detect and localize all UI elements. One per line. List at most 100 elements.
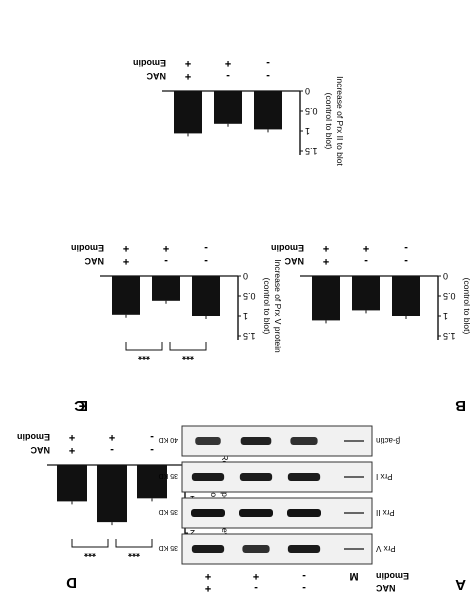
panel-d-ytick-label: 1.5	[443, 331, 456, 341]
panel-d-nac-sign: -	[404, 255, 408, 267]
panel-a-nac-sign: -	[110, 444, 114, 456]
panel-b-emodin-label: Emodin	[376, 571, 409, 581]
panel-c-ylabel-group: Increase of Prx V protein(control to blo…	[262, 259, 283, 353]
panel-b-gel-strip	[181, 497, 373, 529]
panel-a-ytick-label: 2	[190, 528, 195, 538]
panel-e-nac-label: NAC	[146, 71, 166, 81]
panel-c-ytick-label: 0	[243, 271, 248, 281]
panel-b-nac-sign: -	[254, 582, 258, 594]
panel-a-emodin-sign: -	[150, 431, 154, 443]
panel-b-band-mw: 35 KD	[159, 544, 178, 551]
panel-c-ytick-label: 1	[243, 311, 248, 321]
panel-d-letter: D	[66, 574, 77, 591]
panel-b-band	[191, 473, 225, 481]
panel-a-sig-label: ***	[128, 547, 140, 558]
panel-e-ytick-label: 0.5	[305, 106, 318, 116]
panel-d-ylabel-line2: (control to blot)	[462, 278, 472, 335]
panel-d-emodin-sign: +	[323, 242, 329, 254]
panel-c-ytick-label: 1.5	[243, 331, 256, 341]
panel-c-sig-label: ***	[182, 350, 194, 361]
panel-b-marker-band	[344, 548, 364, 550]
panel-e-emodin-sign: +	[185, 57, 191, 69]
panel-c-sig-bracket	[125, 342, 163, 351]
panel-a-bar	[137, 465, 167, 499]
panel-e-nac-sign: -	[266, 70, 270, 82]
panel-b-gel-strip	[181, 461, 373, 493]
panel-e-letter: E	[78, 397, 88, 414]
panel-c-ytick-label: 0.5	[243, 291, 256, 301]
panel-a-ytick-label: 0	[190, 460, 195, 470]
panel-e-ylabel-line2: (control to blot)	[324, 93, 334, 150]
panel-d-emodin-label: Emodin	[271, 243, 304, 253]
panel-b-band	[287, 509, 321, 517]
panel-c-bar	[192, 276, 220, 316]
panel-b-marker-band	[344, 476, 364, 478]
panel-d-nac-sign: -	[364, 255, 368, 267]
panel-a-ytick-label: 1	[190, 494, 195, 504]
panel-b-letter: B	[455, 397, 466, 414]
panel-c-emodin-label: Emodin	[71, 243, 104, 253]
panel-e-bar	[214, 91, 242, 124]
panel-d-ytick-label: 0.5	[443, 291, 456, 301]
panel-d-emodin-sign: -	[404, 242, 408, 254]
panel-a-sig-bracket	[115, 539, 153, 548]
panel-e-nac-sign: +	[185, 70, 191, 82]
panel-a-bar	[97, 465, 127, 523]
panel-e-emodin-label: Emodin	[133, 58, 166, 68]
panel-d-bar	[312, 276, 340, 321]
panel-a-nac-sign: +	[69, 444, 75, 456]
panel-d-bar	[352, 276, 380, 311]
panel-b-emodin-sign: +	[205, 570, 211, 582]
panel-b-nac-label: NAC	[376, 583, 396, 593]
panel-b-band-mw: 35 KD	[159, 508, 178, 515]
panel-b-band	[239, 473, 273, 481]
panel-b-band	[290, 437, 318, 445]
panel-c-bar	[112, 276, 140, 315]
panel-c-emodin-sign: +	[163, 242, 169, 254]
panel-b-band	[239, 509, 273, 517]
panel-b-nac-sign: -	[302, 582, 306, 594]
panel-a-ylabel-line2: (control to blot)	[209, 471, 219, 528]
panel-d-ytick-label: 0	[443, 271, 448, 281]
panel-a-nac-sign: -	[150, 444, 154, 456]
panel-a-letter: A	[455, 576, 466, 593]
panel-e-ytick-label: 0	[305, 86, 310, 96]
panel-a-sig-bracket	[71, 539, 109, 548]
panel-c-nac-sign: -	[164, 255, 168, 267]
panel-a-ylabel-group: Relative apoptosis level(control to blot…	[209, 454, 230, 543]
panel-d-nac-sign: +	[323, 255, 329, 267]
panel-a-emodin-sign: +	[69, 431, 75, 443]
panel-a-ytick-label: 0.5	[190, 477, 203, 487]
panel-e-ytick-label: 1	[305, 126, 310, 136]
panel-c-emodin-sign: -	[204, 242, 208, 254]
panel-b-band	[191, 545, 225, 553]
panel-a-emodin-sign: +	[109, 431, 115, 443]
panel-b-emodin-sign: +	[253, 570, 259, 582]
panel-a-ylabel: Relative apoptosis level	[220, 454, 230, 543]
panel-b-emodin-sign: -	[302, 570, 306, 582]
panel-b-band-mw: 40 KD	[159, 436, 178, 443]
panel-b-marker-band	[344, 512, 364, 514]
panel-c-bar	[152, 276, 180, 301]
panel-b-band	[191, 509, 225, 517]
panel-c-ylabel: Increase of Prx V protein	[273, 259, 283, 353]
panel-d-bar	[392, 276, 420, 316]
panel-c-nac-sign: +	[123, 255, 129, 267]
panel-c-ylabel-line2: (control to blot)	[262, 278, 272, 335]
panel-b-marker-lane-label: M	[349, 570, 358, 582]
panel-b-band-mw: 35 KD	[159, 472, 178, 479]
panel-b-band-name: Prx I	[376, 472, 392, 481]
panel-b-band-name: Prx V	[375, 544, 395, 553]
panel-d-ylabel-group: Increase of Prx I to blot(control to blo…	[462, 262, 474, 350]
panel-b-band-name: Prx II	[376, 508, 395, 517]
panel-e-bar	[254, 91, 282, 130]
panel-b-band	[287, 473, 321, 481]
panel-a-emodin-label: Emodin	[17, 432, 50, 442]
panel-b-gel-strip	[181, 533, 373, 565]
panel-a-nac-label: NAC	[30, 445, 50, 455]
panel-e-bar	[174, 91, 202, 134]
